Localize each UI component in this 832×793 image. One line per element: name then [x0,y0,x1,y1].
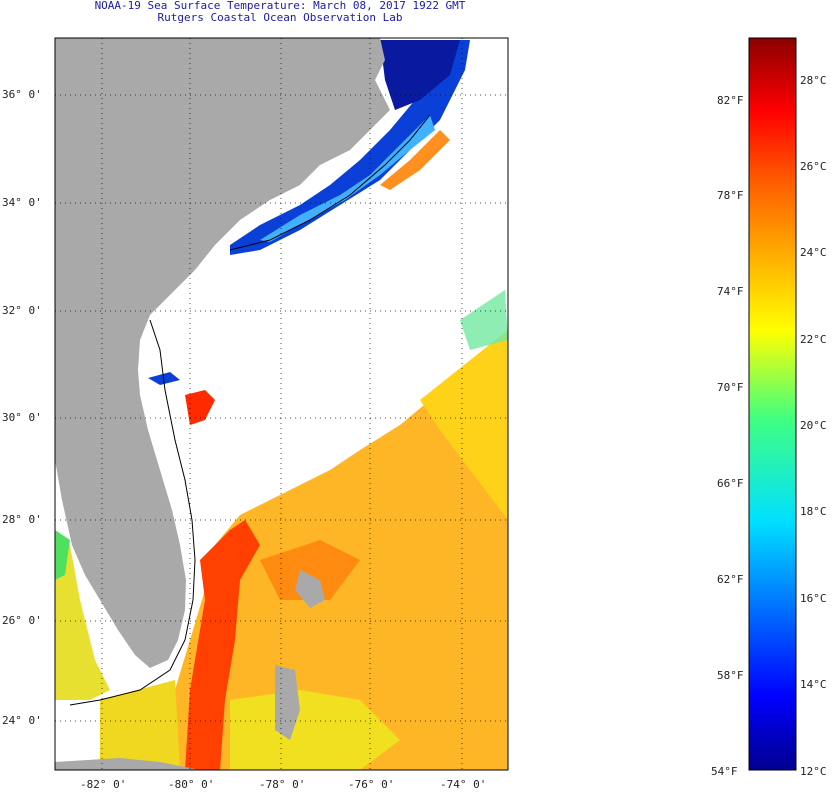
sst-yellow-south [230,690,400,770]
colorbar-celsius-labels: 28°C 26°C 24°C 22°C 20°C 18°C 16°C 14°C … [800,74,827,778]
map-area [55,38,508,770]
f-label-82: 82°F [717,94,744,107]
c-label-24: 24°C [800,246,827,259]
colorbar [748,37,797,771]
lon-label-82: -82° 0' [80,778,126,791]
lat-label-28: 28° 0' [2,513,42,526]
sst-yellow-band [420,330,508,520]
c-label-22: 22°C [800,333,827,346]
green-patch-east [460,290,508,350]
lat-label-24: 24° 0' [2,714,42,727]
title-line-2: Rutgers Coastal Ocean Observation Lab [157,11,403,24]
lon-label-78: -78° 0' [259,778,305,791]
lon-label-74: -74° 0' [440,778,486,791]
gulf-of-mexico-green [55,530,70,580]
f-label-54: 54°F [711,765,738,778]
colorbar-fahrenheit-labels: 82°F 78°F 74°F 70°F 66°F 62°F 58°F 54°F [711,94,744,778]
florida-bay-water [100,680,180,770]
lat-label-34: 34° 0' [2,196,42,209]
cool-light-band [260,115,435,242]
f-label-66: 66°F [717,477,744,490]
f-label-78: 78°F [717,189,744,202]
c-label-28: 28°C [800,74,827,87]
lat-label-32: 32° 0' [2,304,42,317]
lat-label-36: 36° 0' [2,88,42,101]
gulf-stream-red-north [185,390,215,425]
c-label-14: 14°C [800,678,827,691]
gulf-of-mexico-water [55,540,110,700]
lon-label-80: -80° 0' [168,778,214,791]
f-label-74: 74°F [717,285,744,298]
title-line-1: NOAA-19 Sea Surface Temperature: March 0… [94,0,466,12]
lat-label-26: 26° 0' [2,614,42,627]
f-label-62: 62°F [717,573,744,586]
lat-label-30: 30° 0' [2,411,42,424]
c-label-18: 18°C [800,505,827,518]
cold-dark-north [380,40,460,110]
warm-orange-mid [260,540,360,600]
latitude-labels: 36° 0' 34° 0' 32° 0' 30° 0' 28° 0' 26° 0… [2,88,42,727]
land-us-mainland [55,38,390,668]
f-label-58: 58°F [717,669,744,682]
graticule [55,38,508,770]
f-label-70: 70°F [717,381,744,394]
map-frame [54,37,509,771]
depth-contour [69,319,196,706]
c-label-20: 20°C [800,419,827,432]
warm-edge-band [380,130,450,190]
land-cuba [55,758,200,770]
longitude-labels: -82° 0' -80° 0' -78° 0' -76° 0' -74° 0' [80,778,486,791]
lon-label-76: -76° 0' [348,778,394,791]
gulf-stream-red [185,520,260,770]
depth-contour-shelf [229,114,431,251]
c-label-16: 16°C [800,592,827,605]
c-label-26: 26°C [800,160,827,173]
c-label-12: 12°C [800,765,827,778]
land-grand-bahama [295,570,325,608]
